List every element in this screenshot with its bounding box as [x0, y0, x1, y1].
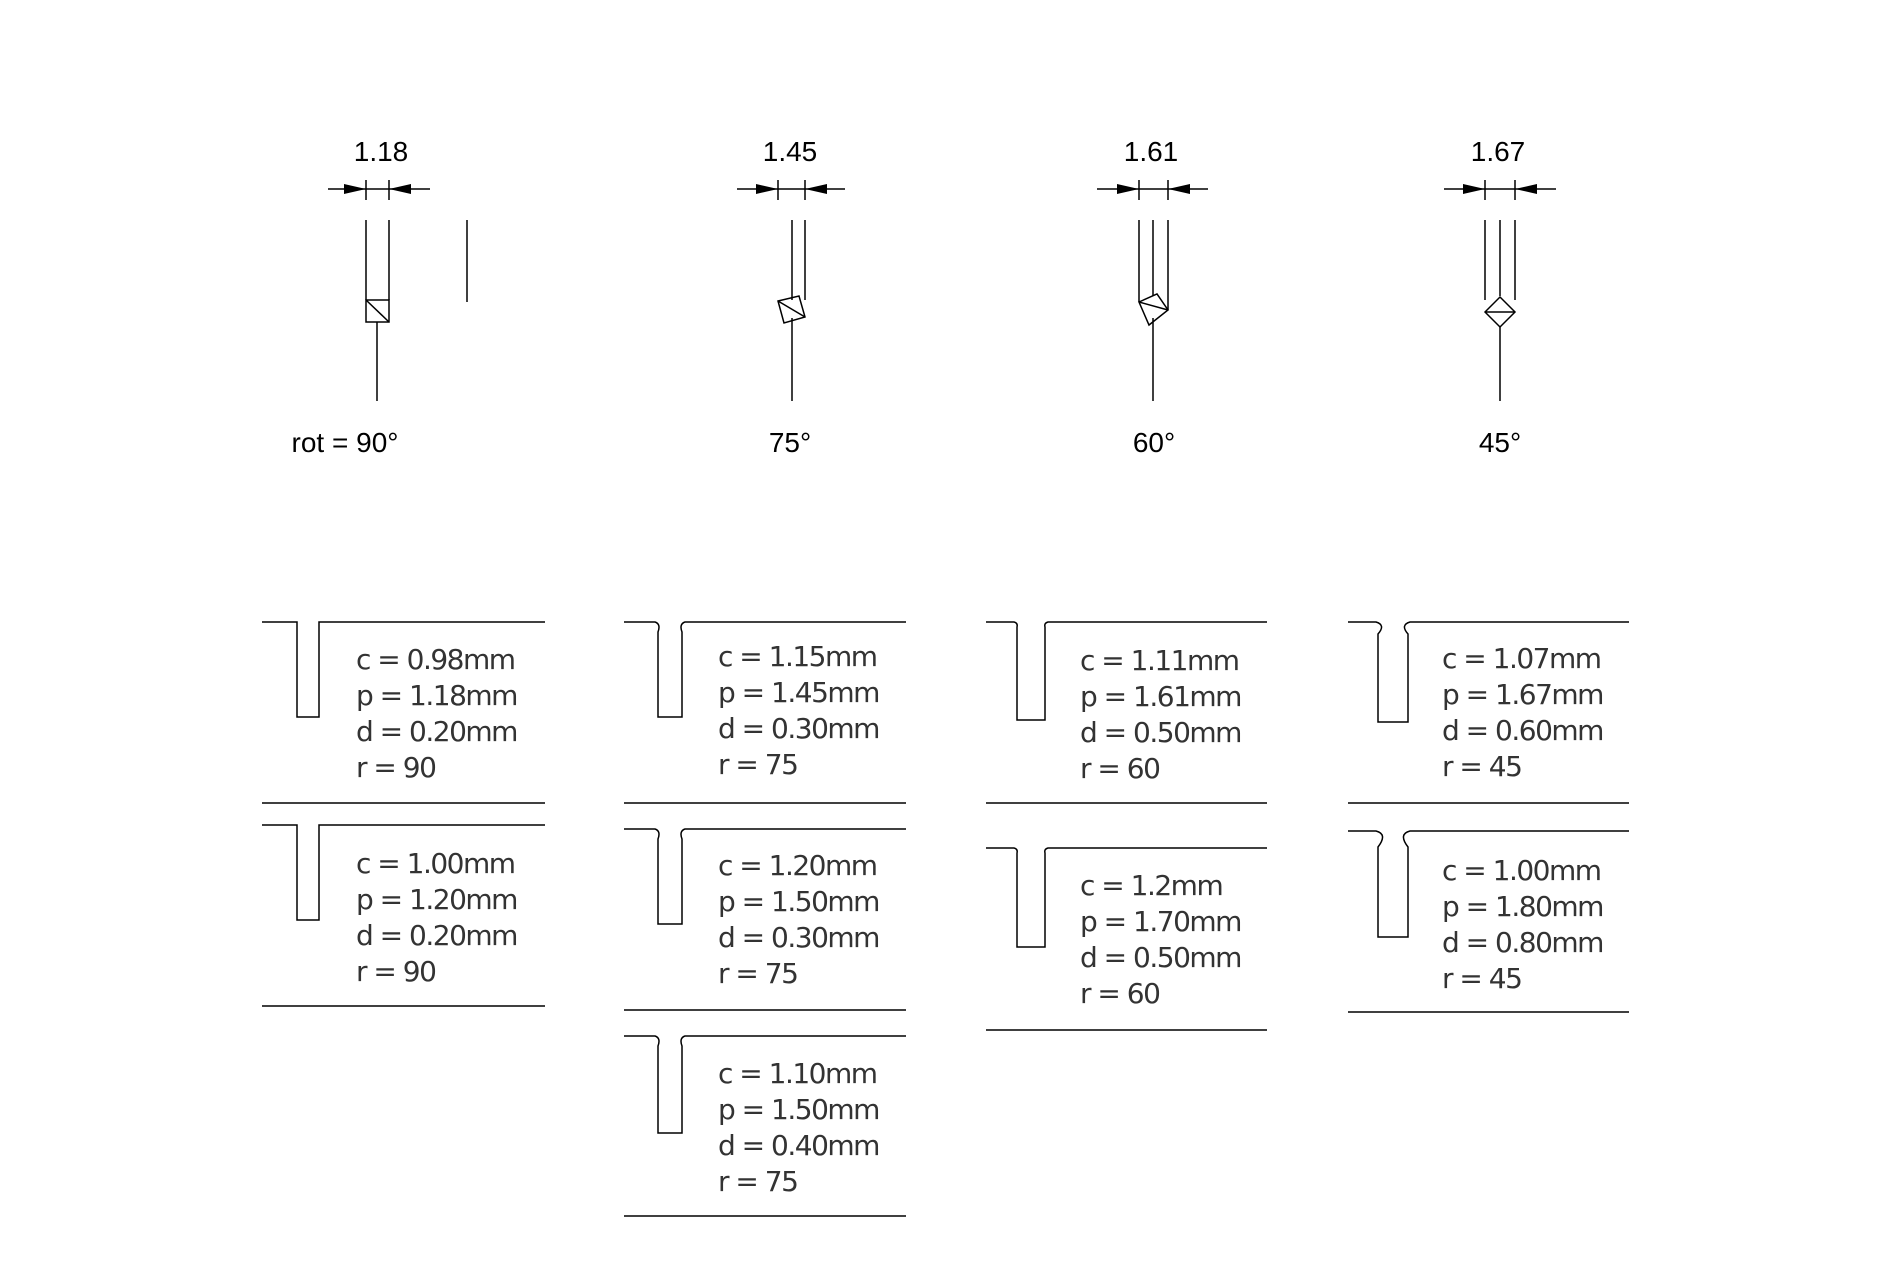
- groove-spec-block: c = 1.00mm p = 1.20mm d = 0.20mm r = 90: [262, 824, 545, 1007]
- spec-pitch: p = 1.18mm: [356, 679, 517, 712]
- spec-pitch: p = 1.45mm: [718, 676, 879, 709]
- groove-spec-block: c = 1.07mm p = 1.67mm d = 0.60mm r = 45: [1348, 621, 1629, 804]
- spec-clearance: c = 0.98mm: [356, 643, 515, 676]
- groove-profile: [262, 621, 545, 718]
- rotation-sketch-45: 1.67 45°: [1444, 136, 1556, 458]
- groove-column-45: c = 1.07mm p = 1.67mm d = 0.60mm r = 45 …: [1348, 621, 1629, 1013]
- groove-profile: [986, 621, 1267, 721]
- pitch-dimension-arrows: [328, 180, 430, 200]
- spec-depth: d = 0.30mm: [718, 712, 879, 745]
- spec-pitch: p = 1.80mm: [1442, 890, 1603, 923]
- groove-column-60: c = 1.11mm p = 1.61mm d = 0.50mm r = 60 …: [986, 621, 1267, 1031]
- spec-depth: d = 0.50mm: [1080, 941, 1241, 974]
- spec-rotation: r = 90: [356, 751, 435, 784]
- wire-element: [777, 220, 806, 401]
- spec-pitch: p = 1.50mm: [718, 885, 879, 918]
- pitch-dimension-label: 1.45: [763, 136, 818, 167]
- wire-element: [1483, 220, 1517, 401]
- rotation-sketch-75: 1.45 75°: [737, 136, 845, 458]
- wire-element: [1138, 220, 1170, 401]
- spec-pitch: p = 1.20mm: [356, 883, 517, 916]
- spec-clearance: c = 1.2mm: [1080, 869, 1222, 902]
- groove-spec-block: c = 1.00mm p = 1.80mm d = 0.80mm r = 45: [1348, 830, 1629, 1013]
- groove-column-90: c = 0.98mm p = 1.18mm d = 0.20mm r = 90 …: [262, 621, 545, 1007]
- pitch-dimension-arrows: [737, 180, 845, 200]
- groove-profile: [1348, 621, 1629, 723]
- spec-pitch: p = 1.67mm: [1442, 678, 1603, 711]
- spec-rotation: r = 75: [718, 957, 797, 990]
- pitch-dimension-arrows: [1097, 180, 1208, 200]
- angle-label: 45°: [1479, 427, 1521, 458]
- spec-rotation: r = 60: [1080, 752, 1159, 785]
- groove-column-75: c = 1.15mm p = 1.45mm d = 0.30mm r = 75 …: [624, 621, 906, 1217]
- spec-clearance: c = 1.15mm: [718, 640, 877, 673]
- angle-label: 60°: [1133, 427, 1175, 458]
- groove-profile: [986, 847, 1267, 948]
- groove-profile: [1348, 830, 1629, 938]
- spec-depth: d = 0.20mm: [356, 715, 517, 748]
- spec-depth: d = 0.20mm: [356, 919, 517, 952]
- spec-pitch: p = 1.50mm: [718, 1093, 879, 1126]
- spec-depth: d = 0.30mm: [718, 921, 879, 954]
- spec-rotation: r = 75: [718, 1165, 797, 1198]
- groove-profile: [624, 828, 906, 925]
- spec-rotation: r = 60: [1080, 977, 1159, 1010]
- rotation-sketch-60: 1.61 60°: [1097, 136, 1208, 458]
- wire-element: [365, 220, 390, 401]
- spec-rotation: r = 90: [356, 955, 435, 988]
- groove-spec-block: c = 1.11mm p = 1.61mm d = 0.50mm r = 60: [986, 621, 1267, 804]
- pitch-dimension-label: 1.67: [1471, 136, 1526, 167]
- rotation-sketch-90: 1.18 rot = 90°: [292, 136, 468, 458]
- spec-clearance: c = 1.07mm: [1442, 642, 1601, 675]
- groove-spec-block: c = 1.20mm p = 1.50mm d = 0.30mm r = 75: [624, 828, 906, 1011]
- pitch-dimension-label: 1.61: [1124, 136, 1179, 167]
- groove-profile: [624, 1035, 906, 1134]
- spec-clearance: c = 1.00mm: [356, 847, 515, 880]
- angle-label: rot = 90°: [292, 427, 399, 458]
- spec-pitch: p = 1.61mm: [1080, 680, 1241, 713]
- spec-rotation: r = 45: [1442, 962, 1521, 995]
- groove-profile: [262, 824, 545, 921]
- spec-clearance: c = 1.20mm: [718, 849, 877, 882]
- pitch-dimension-label: 1.18: [354, 136, 409, 167]
- pitch-dimension-arrows: [1444, 180, 1556, 200]
- spec-clearance: c = 1.00mm: [1442, 854, 1601, 887]
- groove-spec-block: c = 1.10mm p = 1.50mm d = 0.40mm r = 75: [624, 1035, 906, 1217]
- spec-clearance: c = 1.11mm: [1080, 644, 1239, 677]
- spec-depth: d = 0.50mm: [1080, 716, 1241, 749]
- spec-pitch: p = 1.70mm: [1080, 905, 1241, 938]
- spec-clearance: c = 1.10mm: [718, 1057, 877, 1090]
- spec-rotation: r = 45: [1442, 750, 1521, 783]
- angle-label: 75°: [769, 427, 811, 458]
- groove-spec-block: c = 0.98mm p = 1.18mm d = 0.20mm r = 90: [262, 621, 545, 804]
- groove-spec-block: c = 1.15mm p = 1.45mm d = 0.30mm r = 75: [624, 621, 906, 804]
- spec-depth: d = 0.80mm: [1442, 926, 1603, 959]
- spec-rotation: r = 75: [718, 748, 797, 781]
- groove-profile: [624, 621, 906, 718]
- groove-spec-block: c = 1.2mm p = 1.70mm d = 0.50mm r = 60: [986, 847, 1267, 1031]
- spec-depth: d = 0.60mm: [1442, 714, 1603, 747]
- spec-depth: d = 0.40mm: [718, 1129, 879, 1162]
